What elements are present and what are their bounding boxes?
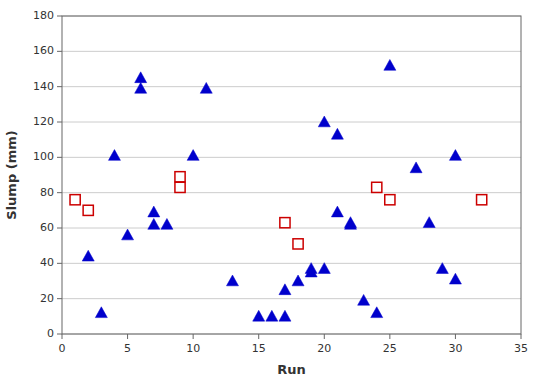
triangle-point bbox=[345, 218, 357, 229]
triangle-point bbox=[253, 310, 265, 321]
tick-label: 35 bbox=[514, 342, 528, 355]
square-point bbox=[385, 195, 395, 205]
grid-line bbox=[62, 228, 521, 229]
triangle-point bbox=[292, 275, 304, 286]
tick-label: 160 bbox=[33, 44, 54, 57]
tick bbox=[62, 334, 63, 339]
tick-label: 20 bbox=[317, 342, 331, 355]
triangle-point bbox=[200, 82, 212, 93]
tick-label: 0 bbox=[47, 327, 54, 340]
tick-label: 60 bbox=[40, 221, 54, 234]
tick-label: 5 bbox=[124, 342, 131, 355]
x-axis-label: Run bbox=[277, 362, 306, 377]
square-point bbox=[280, 218, 290, 228]
grid-line bbox=[62, 86, 521, 87]
triangle-point bbox=[161, 218, 173, 229]
grid-line bbox=[62, 192, 521, 193]
triangle-point bbox=[279, 284, 291, 295]
triangle-point bbox=[305, 263, 317, 274]
triangle-point bbox=[266, 310, 278, 321]
triangle-point bbox=[148, 206, 160, 217]
tick bbox=[389, 334, 390, 339]
tick bbox=[455, 334, 456, 339]
grid-line bbox=[62, 298, 521, 299]
tick bbox=[258, 334, 259, 339]
triangle-point bbox=[423, 217, 435, 228]
square-point bbox=[477, 195, 487, 205]
tick bbox=[57, 86, 62, 87]
series bbox=[82, 59, 461, 321]
grid bbox=[62, 16, 521, 334]
square-point bbox=[372, 182, 382, 192]
triangle-point bbox=[331, 206, 343, 217]
tick bbox=[324, 334, 325, 339]
tick-label: 0 bbox=[59, 342, 66, 355]
grid-line bbox=[62, 263, 521, 264]
tick bbox=[57, 192, 62, 193]
y-axis-label: Slump (mm) bbox=[4, 130, 19, 219]
tick-label: 100 bbox=[33, 150, 54, 163]
tick bbox=[57, 298, 62, 299]
tick bbox=[57, 228, 62, 229]
square-point bbox=[175, 172, 185, 182]
triangle-point bbox=[318, 263, 330, 274]
triangle-point bbox=[148, 218, 160, 229]
triangle-point bbox=[449, 150, 461, 161]
tick-label: 180 bbox=[33, 9, 54, 22]
data-points bbox=[70, 59, 487, 321]
chart: 0 20 40 60 80 100 120 140 160 180 0 5 10 15 20 25 30 35 Ru… bbox=[0, 0, 539, 384]
tick-label: 25 bbox=[383, 342, 397, 355]
triangle-point bbox=[384, 59, 396, 70]
triangle-point bbox=[331, 128, 343, 139]
square-point bbox=[293, 239, 303, 249]
triangle-point bbox=[358, 294, 370, 305]
tick bbox=[57, 263, 62, 264]
plot-frame bbox=[62, 16, 521, 334]
triangle-point bbox=[226, 275, 238, 286]
square-point bbox=[70, 195, 80, 205]
tick-label: 80 bbox=[40, 186, 54, 199]
tick bbox=[193, 334, 194, 339]
tick-label: 30 bbox=[448, 342, 462, 355]
triangle-point bbox=[82, 250, 94, 261]
triangle-point bbox=[410, 162, 422, 173]
tick-label: 140 bbox=[33, 80, 54, 93]
grid-line bbox=[62, 51, 521, 52]
triangle-point bbox=[449, 273, 461, 284]
tick-label: 120 bbox=[33, 115, 54, 128]
tick bbox=[57, 334, 62, 335]
triangle-point bbox=[108, 150, 120, 161]
triangle-point bbox=[279, 310, 291, 321]
tick bbox=[521, 334, 522, 339]
triangle-point bbox=[122, 229, 134, 240]
tick-label: 40 bbox=[40, 256, 54, 269]
triangle-point bbox=[318, 116, 330, 127]
square-point bbox=[175, 182, 185, 192]
tick bbox=[57, 16, 62, 17]
tick-label: 20 bbox=[40, 292, 54, 305]
triangle-point bbox=[436, 263, 448, 274]
tick bbox=[57, 157, 62, 158]
tick bbox=[57, 122, 62, 123]
square-point bbox=[83, 205, 93, 215]
triangle-point bbox=[187, 150, 199, 161]
tick-label: 10 bbox=[186, 342, 200, 355]
tick-label: 15 bbox=[252, 342, 266, 355]
triangle-point bbox=[371, 307, 383, 318]
axes: 0 20 40 60 80 100 120 140 160 180 0 5 10 15 20 25 30 35 bbox=[33, 9, 528, 355]
triangle-point bbox=[95, 307, 107, 318]
grid-line bbox=[62, 122, 521, 123]
triangle-point bbox=[135, 72, 147, 83]
triangle-point bbox=[135, 82, 147, 93]
tick bbox=[127, 334, 128, 339]
tick bbox=[57, 51, 62, 52]
series bbox=[70, 172, 487, 249]
